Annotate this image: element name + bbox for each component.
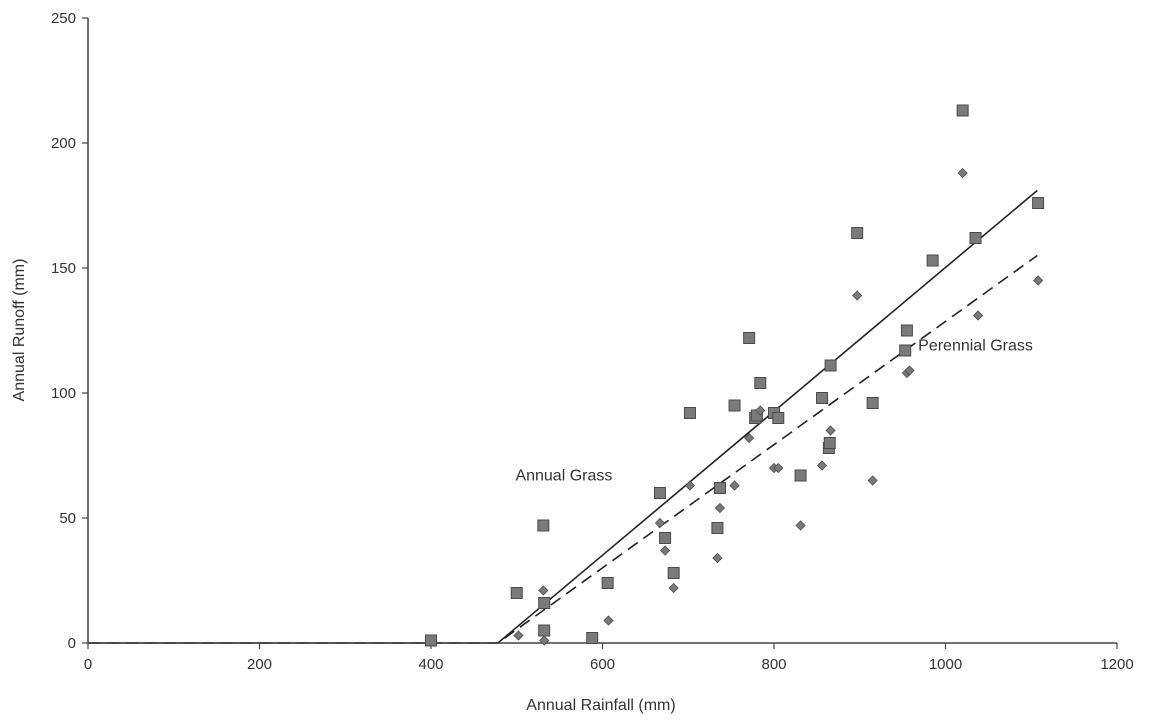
y-tick-label: 100 [51,385,76,402]
diamond-marker [795,520,806,531]
diamond-marker [755,405,766,416]
diamond-marker [816,460,828,471]
trend-line-dashed [88,254,1038,644]
square-marker [510,587,523,599]
square-marker [683,407,696,419]
y-tick-label: 150 [51,260,76,277]
x-tick-label: 1000 [929,656,962,673]
labels: Annual Rainfall (mm) Annual Runoff (mm) … [11,259,1033,714]
diamond-marker [957,167,968,179]
diamond-marker [744,432,755,444]
square-marker [711,522,724,534]
y-axis-title: Annual Runoff (mm) [11,259,28,402]
y-tick-label: 200 [51,135,76,152]
diamond-marker [973,310,984,321]
annotation-perennial-grass: Perennial Grass [918,338,1033,355]
square-marker [743,332,756,344]
square-marker [900,324,913,337]
square-marker [926,254,939,267]
y-tick-label: 0 [68,635,76,652]
square-marker [667,567,680,579]
x-tick-label: 400 [418,656,443,673]
x-tick-label: 800 [761,656,786,673]
square-marker [823,437,836,449]
trend-lines [88,189,1038,644]
diamond-marker [654,517,666,529]
square-marker [956,104,969,117]
diamond-marker [684,480,696,491]
square-marker [653,487,666,499]
diamond-marker [538,585,549,596]
diamond-marker [825,425,836,436]
x-tick-label: 200 [247,656,272,673]
square-marker [425,634,437,647]
square-marker [772,412,785,424]
square-marker [754,377,767,389]
diamond-marker [1033,275,1044,286]
diamond-marker [513,630,524,641]
square-marker [899,344,912,357]
diamond-marker [539,635,550,646]
diamond-marker [712,552,723,564]
y-tick-label: 250 [51,10,76,27]
x-tick-label: 1200 [1100,656,1133,673]
diamond-marker [904,365,915,376]
square-marker [866,397,879,409]
square-marker [969,232,982,244]
square-marker [537,519,550,532]
trend-line-solid [88,189,1038,644]
square-marker [586,632,599,644]
diamond-marker [714,502,726,514]
x-tick-label: 0 [84,656,92,673]
diamond-marker [852,290,863,301]
square-marker [816,392,829,404]
diamond-marker [603,615,614,626]
square-marker [728,399,741,412]
square-marker [713,482,726,494]
x-tick-label: 600 [590,656,615,673]
x-axis-title: Annual Rainfall (mm) [526,697,675,714]
diamond-marker [668,582,679,594]
diamond-marker [867,475,878,486]
square-marker [851,227,864,239]
y-tick-label: 50 [59,510,76,527]
data-points [425,104,1045,647]
square-marker [1032,197,1045,209]
square-marker [659,532,672,544]
axes: 0 200 400 600 800 1000 1200 0 50 100 150 200 250 [51,10,1134,673]
square-marker [601,577,614,589]
square-marker [824,359,837,372]
annotation-annual-grass: Annual Grass [515,468,612,485]
diamond-marker [729,480,740,491]
square-marker [538,597,551,609]
diamond-marker [660,545,671,556]
square-marker [794,469,807,482]
diamond-marker [773,462,784,474]
square-marker [538,624,551,637]
